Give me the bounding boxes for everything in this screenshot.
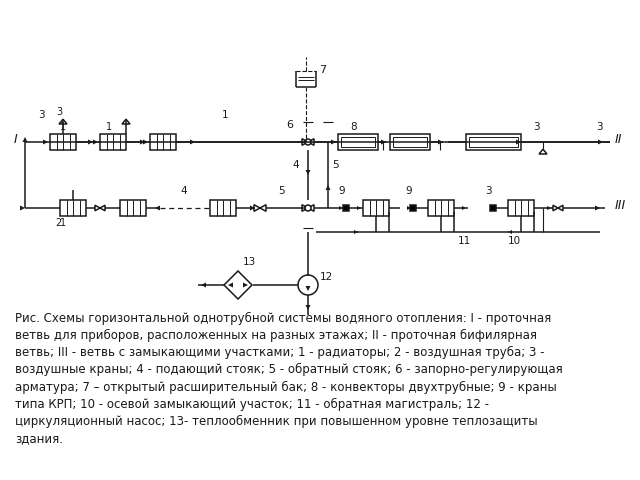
Text: 3: 3 xyxy=(596,122,603,132)
Text: 5: 5 xyxy=(278,186,285,196)
Polygon shape xyxy=(539,149,547,154)
Polygon shape xyxy=(308,139,314,145)
Text: 12: 12 xyxy=(320,272,333,282)
Polygon shape xyxy=(381,140,386,144)
Text: 1: 1 xyxy=(106,122,112,132)
Polygon shape xyxy=(59,119,67,124)
Polygon shape xyxy=(201,283,206,288)
Bar xyxy=(390,134,430,150)
Text: 3: 3 xyxy=(485,186,492,196)
Polygon shape xyxy=(305,286,310,291)
Polygon shape xyxy=(305,170,310,175)
Polygon shape xyxy=(254,204,260,211)
Text: 7: 7 xyxy=(319,65,326,75)
Circle shape xyxy=(305,205,311,211)
Text: 3: 3 xyxy=(56,107,62,117)
Polygon shape xyxy=(118,205,123,211)
Text: 4: 4 xyxy=(292,160,299,170)
Polygon shape xyxy=(140,140,145,144)
Polygon shape xyxy=(43,140,48,144)
Polygon shape xyxy=(95,205,100,211)
Text: 1: 1 xyxy=(60,218,66,228)
Bar xyxy=(343,205,349,211)
Polygon shape xyxy=(547,206,551,210)
Bar xyxy=(508,200,534,216)
Polygon shape xyxy=(326,185,330,190)
Polygon shape xyxy=(598,140,603,144)
Polygon shape xyxy=(243,283,248,288)
Text: 3: 3 xyxy=(38,110,45,120)
Polygon shape xyxy=(308,204,314,211)
Polygon shape xyxy=(339,206,343,210)
Polygon shape xyxy=(305,305,310,310)
Polygon shape xyxy=(438,140,443,144)
Text: 5: 5 xyxy=(332,160,339,170)
Text: 11: 11 xyxy=(458,236,471,246)
Text: II: II xyxy=(615,133,623,146)
Bar xyxy=(410,205,416,211)
Polygon shape xyxy=(190,140,195,144)
Bar xyxy=(428,200,454,216)
Polygon shape xyxy=(260,204,266,211)
Bar xyxy=(50,134,76,150)
Text: Рис. Схемы горизонтальной однотрубной системы водяного отопления: I - проточная
: Рис. Схемы горизонтальной однотрубной си… xyxy=(15,312,563,445)
Text: I: I xyxy=(14,133,18,146)
Bar xyxy=(120,200,146,216)
Polygon shape xyxy=(407,206,411,210)
Bar xyxy=(469,137,518,147)
Polygon shape xyxy=(558,205,563,211)
Bar xyxy=(210,200,236,216)
Polygon shape xyxy=(224,271,252,299)
Polygon shape xyxy=(22,137,28,142)
Polygon shape xyxy=(553,205,558,211)
Polygon shape xyxy=(100,205,105,211)
Circle shape xyxy=(305,139,311,145)
Bar xyxy=(150,134,176,150)
Polygon shape xyxy=(357,206,361,210)
Text: III: III xyxy=(615,199,627,212)
Bar xyxy=(363,200,389,216)
Text: 1: 1 xyxy=(222,110,228,120)
Polygon shape xyxy=(155,205,160,211)
Text: 8: 8 xyxy=(350,122,356,132)
Polygon shape xyxy=(88,140,93,144)
Polygon shape xyxy=(228,283,233,288)
Text: 1: 1 xyxy=(60,122,66,132)
Polygon shape xyxy=(508,230,512,234)
Bar xyxy=(393,137,427,147)
Text: 13: 13 xyxy=(243,257,256,267)
Bar xyxy=(338,134,378,150)
Text: 6: 6 xyxy=(286,120,293,130)
Text: 9: 9 xyxy=(405,186,412,196)
Polygon shape xyxy=(516,140,521,144)
Text: 9: 9 xyxy=(338,186,344,196)
Text: 4: 4 xyxy=(180,186,187,196)
Polygon shape xyxy=(302,139,308,145)
Polygon shape xyxy=(250,205,255,211)
Polygon shape xyxy=(331,140,336,144)
Bar xyxy=(466,134,521,150)
Circle shape xyxy=(298,275,318,295)
Bar xyxy=(60,200,86,216)
Polygon shape xyxy=(20,205,25,211)
Polygon shape xyxy=(354,230,358,234)
Bar xyxy=(341,137,375,147)
Polygon shape xyxy=(93,140,98,144)
Bar xyxy=(490,205,496,211)
Polygon shape xyxy=(143,140,148,144)
Text: 2: 2 xyxy=(55,218,61,228)
Polygon shape xyxy=(122,119,130,124)
Text: 3: 3 xyxy=(533,122,540,132)
Text: 10: 10 xyxy=(508,236,521,246)
Polygon shape xyxy=(462,206,466,210)
Polygon shape xyxy=(302,204,308,211)
Bar xyxy=(100,134,126,150)
Polygon shape xyxy=(595,205,600,211)
